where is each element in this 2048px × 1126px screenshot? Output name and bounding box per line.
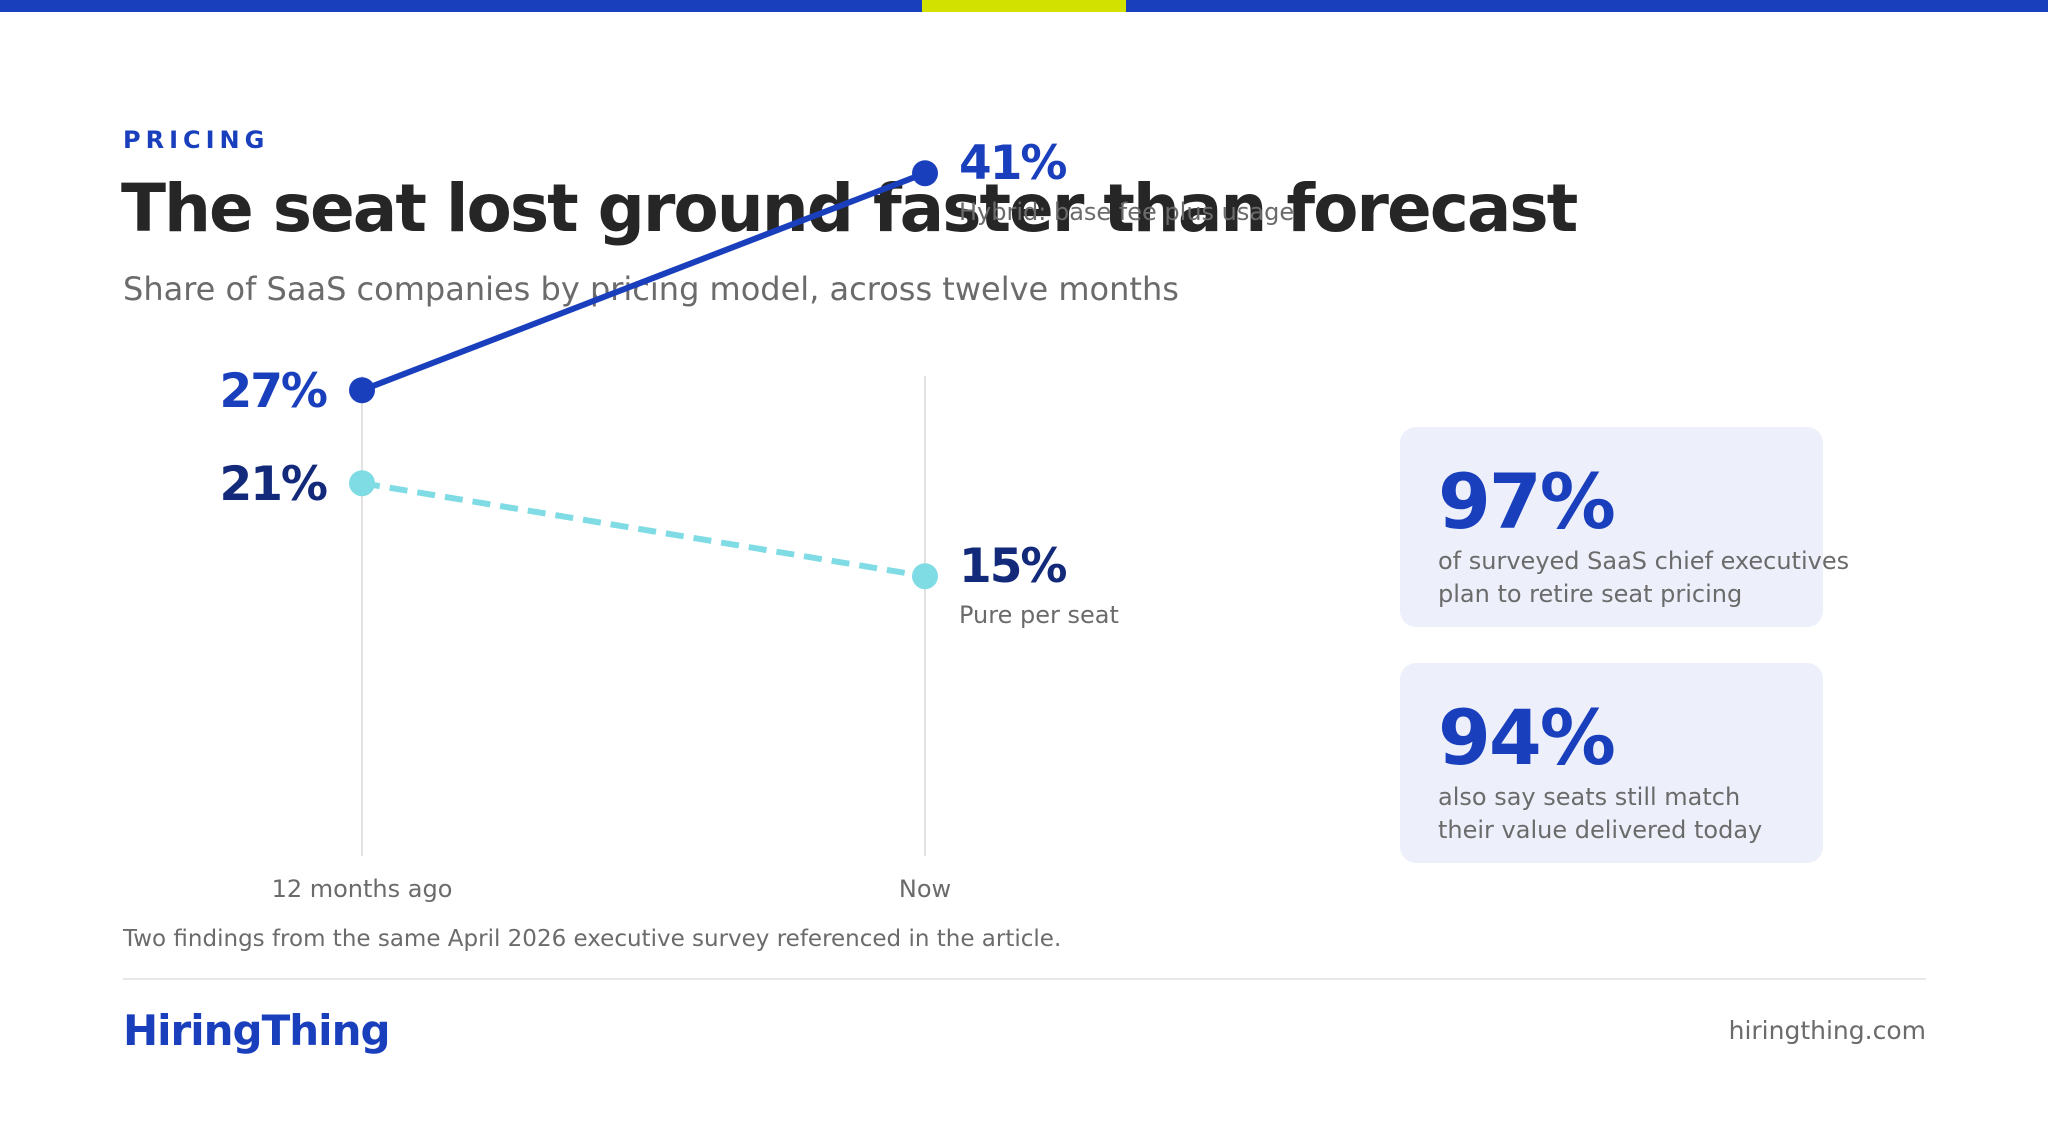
stat-description-line: also say seats still match — [1438, 783, 1741, 811]
page-title: The seat lost ground faster than forecas… — [121, 170, 1578, 247]
stat-value: 97% — [1438, 457, 1616, 546]
stat-card-seats-match-value: 94% also say seats still match their val… — [1400, 663, 1823, 863]
end-value-label: 15% — [959, 539, 1066, 594]
category-label: 12 months ago — [272, 875, 453, 903]
top-bar-segment-right — [1126, 0, 2048, 12]
top-bar-segment-highlight — [922, 0, 1126, 12]
series-name-label: Pure per seat — [959, 601, 1119, 629]
stat-description-line: plan to retire seat pricing — [1438, 580, 1743, 608]
brand-logo-text: HiringThing — [123, 1006, 391, 1055]
category-label: Now — [899, 875, 951, 903]
stat-description: also say seats still match their value d… — [1438, 781, 1878, 847]
data-point — [912, 160, 938, 187]
data-point — [912, 563, 938, 590]
start-value-label: 27% — [220, 364, 327, 419]
series-name-label: Hybrid: base fee plus usage — [959, 198, 1294, 226]
series-line-per-seat — [361, 480, 926, 580]
stat-card-retire-seat: 97% of surveyed SaaS chief executives pl… — [1400, 427, 1849, 627]
stat-description-line: of surveyed SaaS chief executives — [1438, 547, 1850, 575]
footer-divider — [123, 978, 1926, 980]
source-note: Two findings from the same April 2026 ex… — [123, 926, 1062, 952]
section-eyebrow: PRICING — [123, 126, 270, 154]
series-line-hybrid — [359, 170, 928, 394]
stat-description: of surveyed SaaS chief executives plan t… — [1438, 545, 1878, 611]
data-point — [349, 377, 375, 404]
top-accent-bar — [0, 0, 2048, 12]
site-url: hiringthing.com — [1728, 1016, 1926, 1045]
top-bar-segment-left — [0, 0, 922, 12]
end-value-label: 41% — [959, 136, 1066, 191]
start-value-label: 21% — [220, 457, 327, 512]
stat-value: 94% — [1438, 693, 1616, 782]
stat-description-line: their value delivered today — [1438, 816, 1763, 844]
data-point — [349, 470, 375, 497]
